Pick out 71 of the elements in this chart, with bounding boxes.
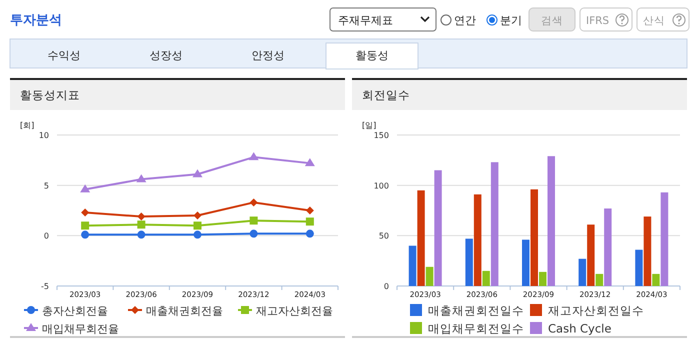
y-tick-label: 100 — [374, 181, 389, 190]
bar — [604, 208, 612, 286]
bar — [587, 224, 595, 286]
text: 산식 — [643, 15, 665, 27]
text: 안정성 — [252, 49, 284, 62]
legend-label: 매입채무회전율 — [42, 322, 119, 336]
point — [136, 174, 146, 182]
text: 주재무제표 — [338, 14, 393, 27]
bar — [660, 192, 668, 286]
legend-label: 총자산회전율 — [42, 304, 108, 318]
bar — [465, 238, 473, 286]
point — [250, 198, 258, 206]
point — [250, 230, 258, 238]
legend-label: 재고자산회전일수 — [548, 304, 644, 318]
bar — [596, 274, 604, 286]
point — [137, 220, 146, 229]
y-tick-label: 5 — [44, 181, 49, 190]
y-axis-title: [일] — [362, 121, 376, 130]
point — [80, 184, 90, 192]
legend-label: 재고자산회전율 — [256, 304, 333, 318]
point — [192, 169, 202, 178]
y-tick-label: 10 — [38, 131, 49, 140]
bar — [652, 274, 660, 286]
point — [304, 158, 315, 166]
bar — [522, 240, 530, 286]
text: 수익성 — [48, 49, 80, 62]
point — [81, 230, 90, 239]
y-tick-label: 0 — [44, 232, 49, 241]
bar — [539, 272, 546, 286]
bar — [434, 170, 442, 286]
point — [248, 152, 259, 160]
point — [306, 230, 314, 238]
bar — [578, 258, 586, 286]
point — [306, 218, 314, 226]
point — [137, 212, 146, 221]
y-tick-label: 0 — [384, 282, 389, 291]
bar — [490, 162, 498, 286]
legend-label: 매출채권회전일수 — [428, 304, 524, 318]
text: 활동성 — [356, 49, 388, 62]
y-tick-label: -5 — [41, 282, 49, 291]
bar — [426, 266, 434, 286]
legend-label: 매출채권회전율 — [146, 304, 223, 318]
point — [250, 216, 258, 225]
point — [194, 230, 202, 239]
bar — [408, 246, 416, 286]
chart-title: 회전일수 — [362, 88, 410, 102]
bar — [482, 270, 490, 286]
y-tick-label: 50 — [378, 232, 389, 241]
point — [194, 222, 202, 230]
bar — [417, 190, 425, 286]
point — [137, 230, 146, 239]
text: 성장성 — [150, 49, 182, 62]
bar — [474, 194, 482, 286]
text: IFRS — [586, 15, 610, 27]
bar — [548, 156, 555, 286]
text: 투자분석 — [10, 13, 62, 28]
chart-title: 활동성지표 — [20, 88, 80, 102]
legend-label: Cash Cycle — [548, 322, 612, 336]
text: 연간 — [454, 14, 476, 27]
bar — [530, 189, 538, 286]
y-axis-title: [회] — [20, 121, 34, 130]
text: 분기 — [500, 14, 522, 27]
point — [81, 222, 90, 230]
point — [81, 208, 90, 217]
bar — [635, 250, 643, 286]
y-tick-label: 150 — [374, 131, 389, 140]
legend-label: 매입채무회전일수 — [428, 322, 524, 336]
text: 검색 — [541, 15, 563, 27]
point — [306, 206, 314, 214]
point — [194, 212, 202, 220]
bar — [644, 216, 652, 286]
